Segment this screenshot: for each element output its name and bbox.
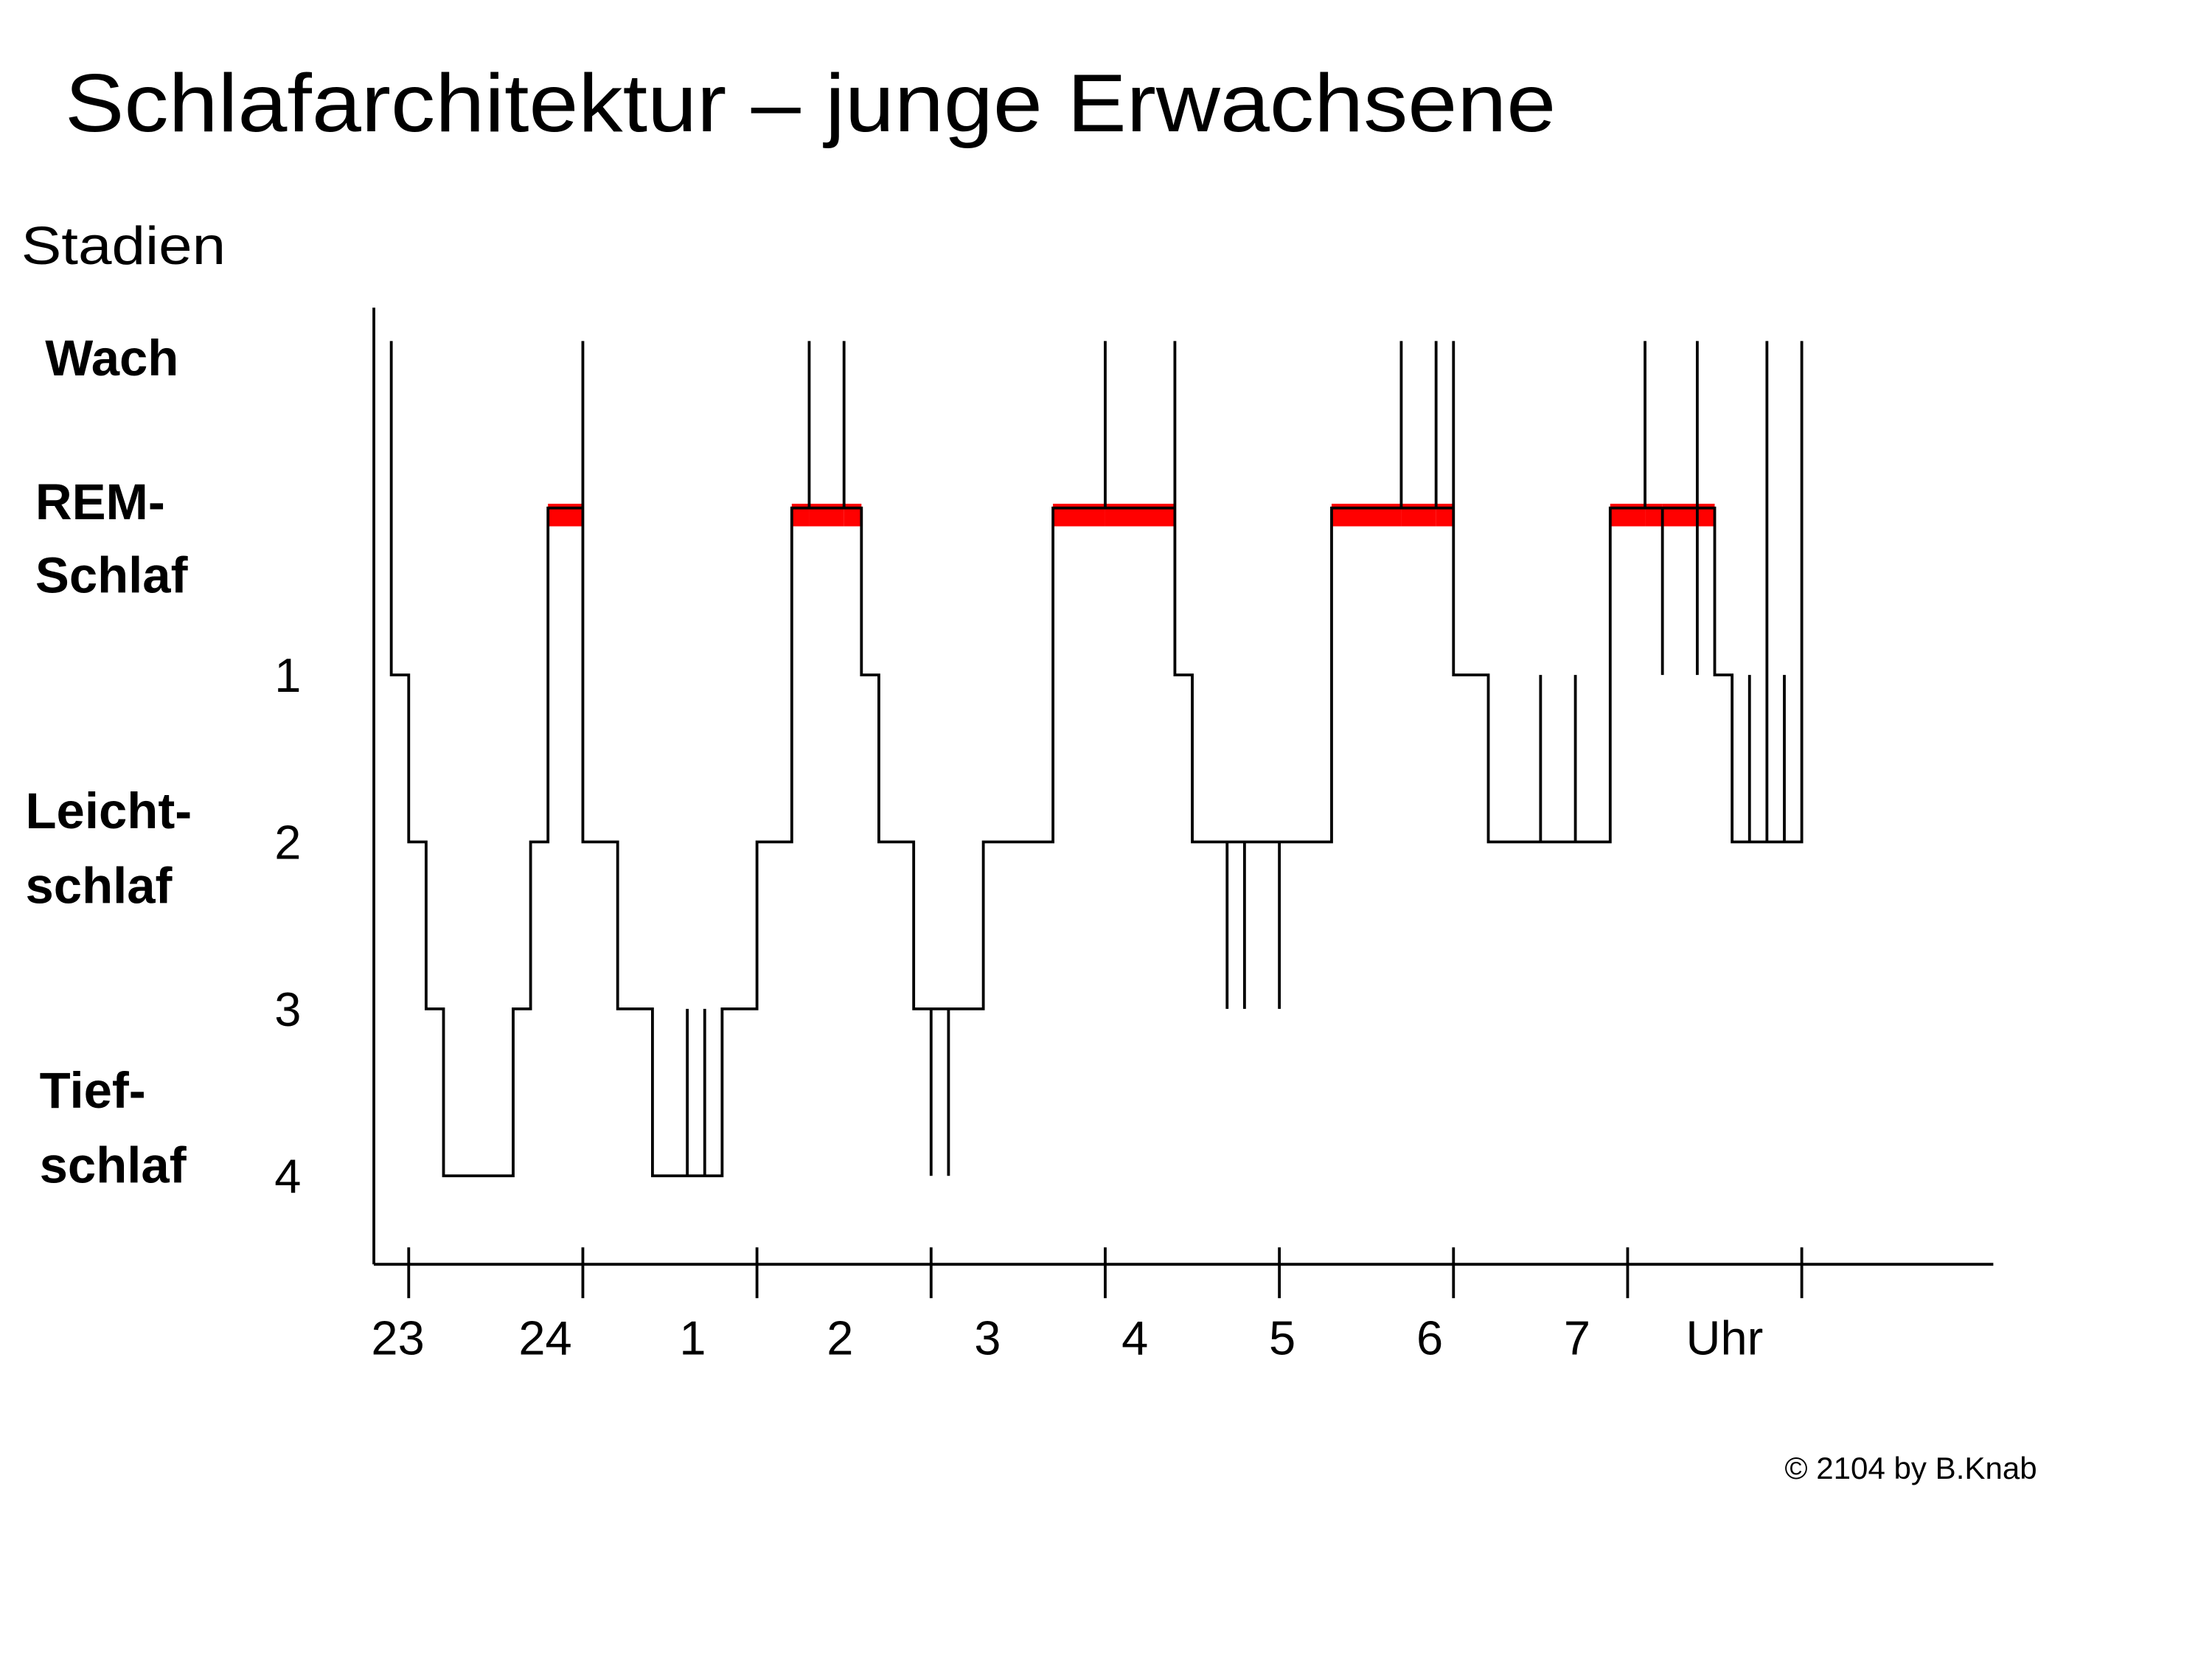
hypnogram-line [389, 341, 1804, 1178]
stage-label: Schlaf [35, 547, 189, 604]
x-tick-label: 3 [974, 1311, 1001, 1365]
x-tick-label: 24 [518, 1311, 571, 1365]
chart-title: Schlafarchitektur – junge Erwachsene [65, 58, 1556, 149]
stage-label: schlaf [40, 1137, 187, 1193]
x-axis-label: Uhr [1686, 1311, 1764, 1365]
stage-label: Leicht- [25, 783, 192, 839]
x-tick-label: 23 [371, 1311, 424, 1365]
y-tick-label: 4 [274, 1149, 301, 1203]
y-tick-label: 2 [274, 815, 301, 869]
y-tick-label: 3 [274, 982, 301, 1036]
x-tick-label: 2 [827, 1311, 853, 1365]
x-tick-label: 4 [1121, 1311, 1148, 1365]
credit: © 2104 by B.Knab [1785, 1451, 2037, 1485]
x-tick-label: 6 [1416, 1311, 1443, 1365]
y-tick-label: 1 [274, 648, 301, 702]
stage-label: Tief- [40, 1062, 146, 1119]
x-tick-label: 7 [1564, 1311, 1590, 1365]
y-axis-title: Stadien [21, 216, 226, 276]
stage-label: Wach [45, 330, 178, 386]
stage-label: schlaf [25, 857, 173, 914]
x-tick-label: 1 [679, 1311, 706, 1365]
stage-label: REM- [35, 474, 165, 530]
x-tick-label: 5 [1269, 1311, 1295, 1365]
